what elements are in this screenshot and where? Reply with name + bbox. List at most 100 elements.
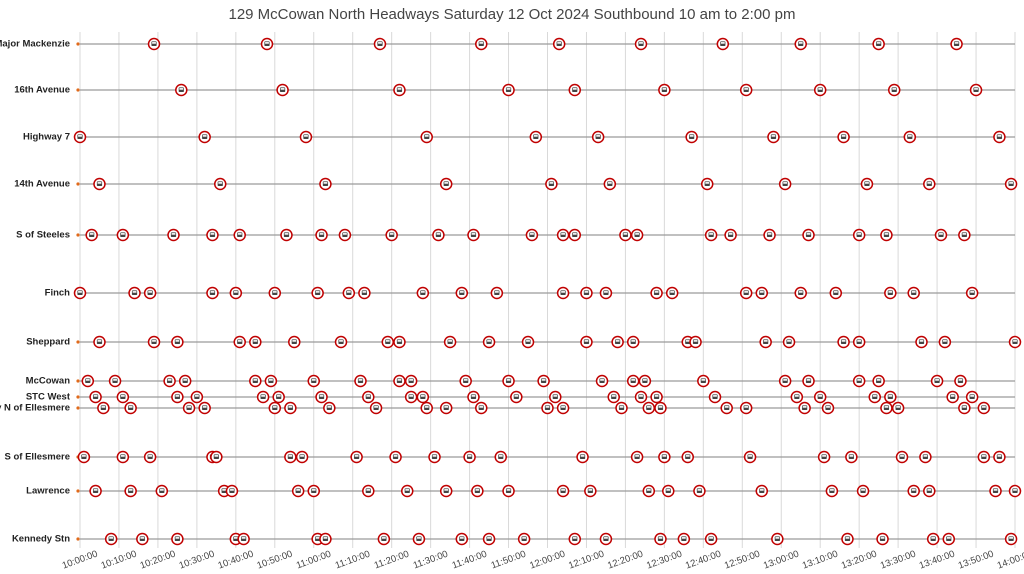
bus-window <box>588 489 593 491</box>
bus-body <box>911 290 917 295</box>
bus-window <box>841 340 846 342</box>
bus-body <box>946 536 952 541</box>
bus-marker <box>739 401 753 415</box>
bus-window <box>927 182 932 184</box>
bus-marker <box>206 286 219 300</box>
bus-marker <box>685 130 698 144</box>
bus-window <box>459 291 464 293</box>
bus-window <box>545 406 550 408</box>
stop-start-dot <box>76 340 80 344</box>
bus-window <box>487 340 491 342</box>
bus-body <box>385 339 391 344</box>
bus-marker <box>813 390 827 404</box>
bus-window <box>253 340 258 342</box>
bus-window <box>444 182 449 184</box>
bus-body <box>381 536 387 541</box>
x-tick-label: 10:40:00 <box>217 549 256 572</box>
bus-window <box>911 291 916 293</box>
bus-marker <box>1008 335 1022 349</box>
bus-window <box>931 537 936 539</box>
bus-window <box>385 340 390 342</box>
bus-window <box>635 233 640 235</box>
bus-window <box>880 537 885 539</box>
bus-window <box>448 340 453 342</box>
bus-window <box>572 233 577 235</box>
bus-marker <box>802 374 815 388</box>
bus-window <box>97 340 102 342</box>
bus-marker <box>743 450 757 464</box>
bus-marker <box>650 390 663 404</box>
bus-marker <box>256 390 270 404</box>
stop-start-dot <box>76 379 80 383</box>
bus-body <box>572 536 578 541</box>
bus-window <box>997 455 1002 457</box>
bus-window <box>265 42 269 44</box>
bus-window <box>471 233 476 235</box>
bus-window <box>432 455 437 457</box>
bus-marker <box>630 450 644 464</box>
bus-window <box>919 340 924 342</box>
bus-marker <box>1004 532 1018 546</box>
bus-window <box>857 233 862 235</box>
bus-body <box>638 41 644 46</box>
bus-window <box>935 379 939 381</box>
bus-window <box>237 233 242 235</box>
bus-body <box>494 290 500 295</box>
bus-body <box>139 536 145 541</box>
bus-window <box>806 233 811 235</box>
bus-body <box>1012 339 1018 344</box>
x-tick-label: 11:00:00 <box>295 549 333 572</box>
bus-body <box>100 405 106 410</box>
bus-body <box>260 394 266 399</box>
bus-marker <box>381 335 395 349</box>
y-tick-label: Brimley N of Ellesmere <box>0 403 70 414</box>
bus-marker <box>856 484 870 498</box>
bus-window <box>681 537 686 539</box>
stop-start-dot <box>76 233 80 237</box>
bus-window <box>954 42 959 44</box>
bus-marker <box>467 228 480 242</box>
bus-window <box>202 406 207 408</box>
bus-marker <box>977 450 991 464</box>
bus-window <box>187 406 191 408</box>
bus-marker <box>89 390 102 404</box>
bus-body <box>96 339 103 344</box>
bus-body <box>552 394 558 399</box>
bus-body <box>513 394 519 399</box>
bus-marker <box>876 532 889 546</box>
bus-window <box>822 455 827 457</box>
bus-body <box>311 378 317 383</box>
bus-marker <box>81 374 95 388</box>
bus-window <box>900 455 904 457</box>
bus-marker <box>895 450 909 464</box>
bus-window <box>876 379 881 381</box>
bus-body <box>833 290 839 295</box>
bus-window <box>389 233 394 235</box>
bus-body <box>459 290 465 295</box>
bus-marker <box>108 374 122 388</box>
bus-body <box>922 454 928 459</box>
bus-body <box>642 378 648 383</box>
bus-marker <box>439 484 453 498</box>
bus-window <box>646 406 651 408</box>
bus-marker <box>767 130 780 144</box>
bus-marker <box>568 228 582 242</box>
bus-body <box>287 454 293 459</box>
bus-window <box>572 537 577 539</box>
bus-body <box>233 290 239 295</box>
bus-window <box>444 406 449 408</box>
bus-marker <box>915 335 928 349</box>
bus-window <box>533 135 538 137</box>
bus-marker <box>342 286 356 300</box>
bus-window <box>362 291 367 293</box>
bus-body <box>447 339 453 344</box>
bus-window <box>927 489 932 491</box>
bus-window <box>1013 340 1017 342</box>
bus-marker <box>739 83 753 97</box>
bus-marker <box>362 390 375 404</box>
bus-body <box>120 454 126 459</box>
bus-window <box>642 379 647 381</box>
bus-body <box>326 405 332 410</box>
bus-marker <box>634 37 648 51</box>
